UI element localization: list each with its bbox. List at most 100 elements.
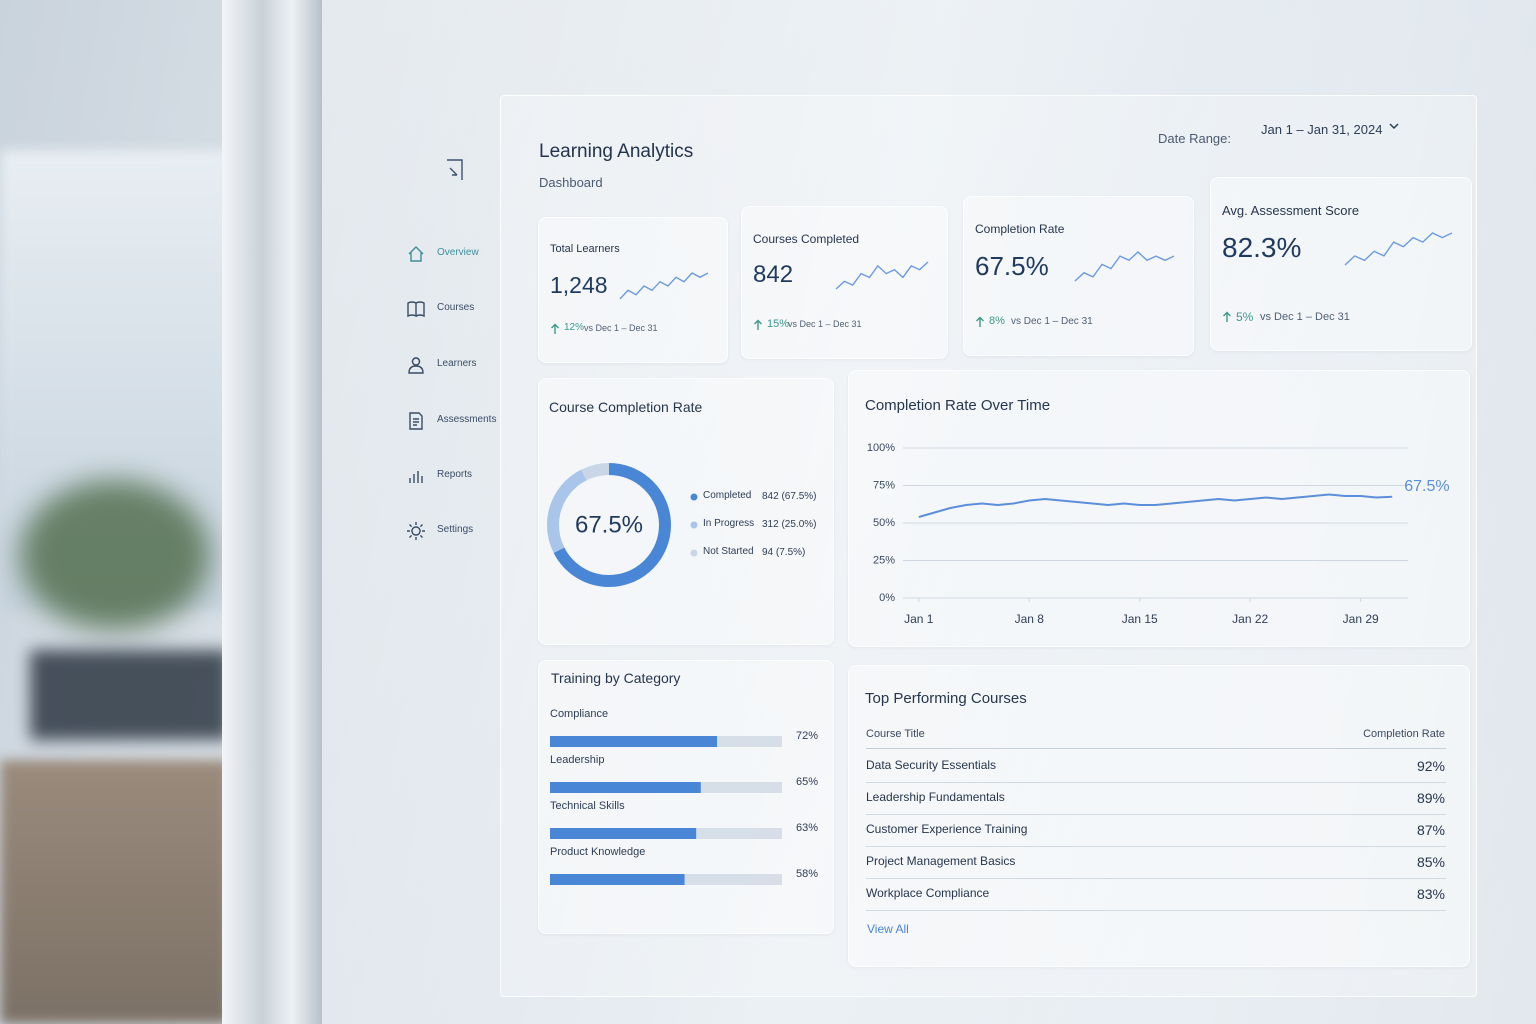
legend-name: Not Started — [703, 546, 754, 557]
row-rule — [866, 782, 1446, 783]
kpi-value: 67.5% — [975, 251, 1049, 281]
kpi-sparkline — [835, 261, 929, 290]
swatch — [690, 521, 698, 529]
sparkline — [1344, 232, 1453, 266]
icon-stroke — [407, 522, 425, 540]
nav-item[interactable]: Reports — [437, 469, 473, 480]
row-rule — [866, 814, 1446, 815]
arrow — [1223, 311, 1231, 322]
swatch — [690, 549, 698, 557]
kpi-compare: vs Dec 1 – Dec 31 — [584, 323, 658, 333]
sparkline — [1074, 251, 1175, 282]
legend-swatch — [690, 521, 698, 529]
nav-item[interactable]: Settings — [437, 524, 474, 535]
line-card — [848, 370, 1470, 647]
kpi-sparkline — [1344, 232, 1453, 266]
last-value-label: 67.5% — [1404, 478, 1449, 495]
office-floor — [0, 760, 230, 1024]
kpi-value: 842 — [753, 261, 794, 288]
category-name: Technical Skills — [550, 800, 625, 812]
line-chart: 0% 25% 50% 75% 100% Jan 1 Jan 8 Jan 15 Jan 22 Jan… — [867, 442, 1450, 626]
category-name: Leadership — [550, 754, 604, 766]
donut-segment — [547, 463, 671, 587]
donut-center-label: 67.5% — [575, 511, 643, 538]
bar-value-label: 63% — [796, 822, 818, 834]
kpi-change-arrow — [1223, 311, 1231, 322]
donut-card — [538, 378, 834, 645]
legend-swatch — [690, 549, 698, 557]
bar — [550, 828, 697, 839]
view-all-link[interactable]: View All — [867, 922, 909, 936]
legend-value: 312 (25.0%) — [762, 519, 817, 530]
page-subtitle: Dashboard — [539, 175, 603, 190]
kpi-value: 1,248 — [550, 272, 608, 298]
row-rule — [866, 878, 1446, 879]
line-series — [918, 493, 1393, 518]
kpi-change: 8% — [989, 315, 1005, 327]
row-rule — [866, 846, 1446, 847]
nav-item[interactable]: Overview — [437, 247, 479, 258]
bar-value-label: 72% — [796, 730, 818, 742]
legend-value: 842 (67.5%) — [762, 491, 817, 502]
legend-swatch — [690, 493, 698, 501]
door-frame — [222, 0, 322, 1024]
legend-name: In Progress — [703, 518, 755, 529]
card-title: Training by Category — [551, 670, 681, 686]
nav-icon[interactable] — [406, 244, 426, 264]
date-range-picker[interactable]: Jan 1 – Jan 31, 2024 — [1261, 122, 1383, 137]
y-tick-label: 25% — [873, 554, 895, 566]
kpi-label: Avg. Assessment Score — [1222, 203, 1360, 218]
card-title: Completion Rate Over Time — [865, 397, 1051, 414]
kpi-change: 12% — [564, 322, 585, 333]
arrow — [754, 319, 762, 330]
row-rule — [866, 910, 1446, 911]
course-rate: 83% — [1416, 886, 1445, 902]
nav-icon[interactable] — [406, 466, 426, 486]
y-tick-label: 50% — [873, 517, 895, 529]
nav-item[interactable]: Courses — [437, 302, 475, 313]
nav-icon[interactable] — [406, 521, 426, 541]
bar — [550, 736, 718, 747]
y-tick-label: 75% — [873, 479, 895, 491]
kpi-change-arrow — [754, 319, 762, 330]
nav-icon[interactable] — [406, 411, 426, 431]
page-title: Learning Analytics — [539, 141, 694, 162]
bar-value-label: 58% — [796, 868, 818, 880]
kpi-card — [963, 196, 1194, 356]
kpi-card — [538, 217, 728, 363]
card-title: Course Completion Rate — [549, 399, 703, 415]
nav-icon[interactable] — [406, 299, 426, 319]
nav-item[interactable]: Assessments — [437, 414, 497, 425]
category-name: Compliance — [550, 708, 608, 720]
column-header: Completion Rate — [1363, 728, 1445, 740]
kpi-change-arrow — [551, 323, 559, 334]
category-bars: Compliance 72% Leadership 65% Technical Skil… — [550, 708, 818, 885]
office-sofa — [30, 650, 230, 740]
course-title: Project Management Basics — [866, 854, 1016, 868]
kpi-change: 15% — [767, 318, 790, 330]
icon-stroke — [407, 301, 425, 318]
kpi-card — [1210, 177, 1472, 351]
kpi-change-arrow — [976, 316, 984, 327]
date-range-chevron[interactable] — [1389, 123, 1399, 131]
nav-item[interactable]: Learners — [437, 358, 477, 369]
course-rate: 87% — [1416, 822, 1445, 838]
kpi-card — [741, 206, 948, 359]
x-tick-label: Jan 15 — [1122, 612, 1158, 626]
donut-segment — [547, 463, 671, 587]
table-card — [848, 665, 1470, 967]
logo-stroke — [447, 159, 463, 180]
kpi-compare: vs Dec 1 – Dec 31 — [1260, 311, 1350, 323]
kpi-label: Total Learners — [550, 243, 620, 255]
course-title: Leadership Fundamentals — [866, 790, 1005, 804]
nav-icon[interactable] — [406, 355, 426, 375]
kpi-compare: vs Dec 1 – Dec 31 — [788, 319, 862, 329]
legend-value: 94 (7.5%) — [762, 547, 806, 558]
course-rate: 85% — [1416, 854, 1445, 870]
chevron — [1389, 123, 1399, 130]
bar — [550, 782, 701, 793]
category-name: Product Knowledge — [550, 846, 645, 858]
course-title: Workplace Compliance — [866, 886, 990, 900]
